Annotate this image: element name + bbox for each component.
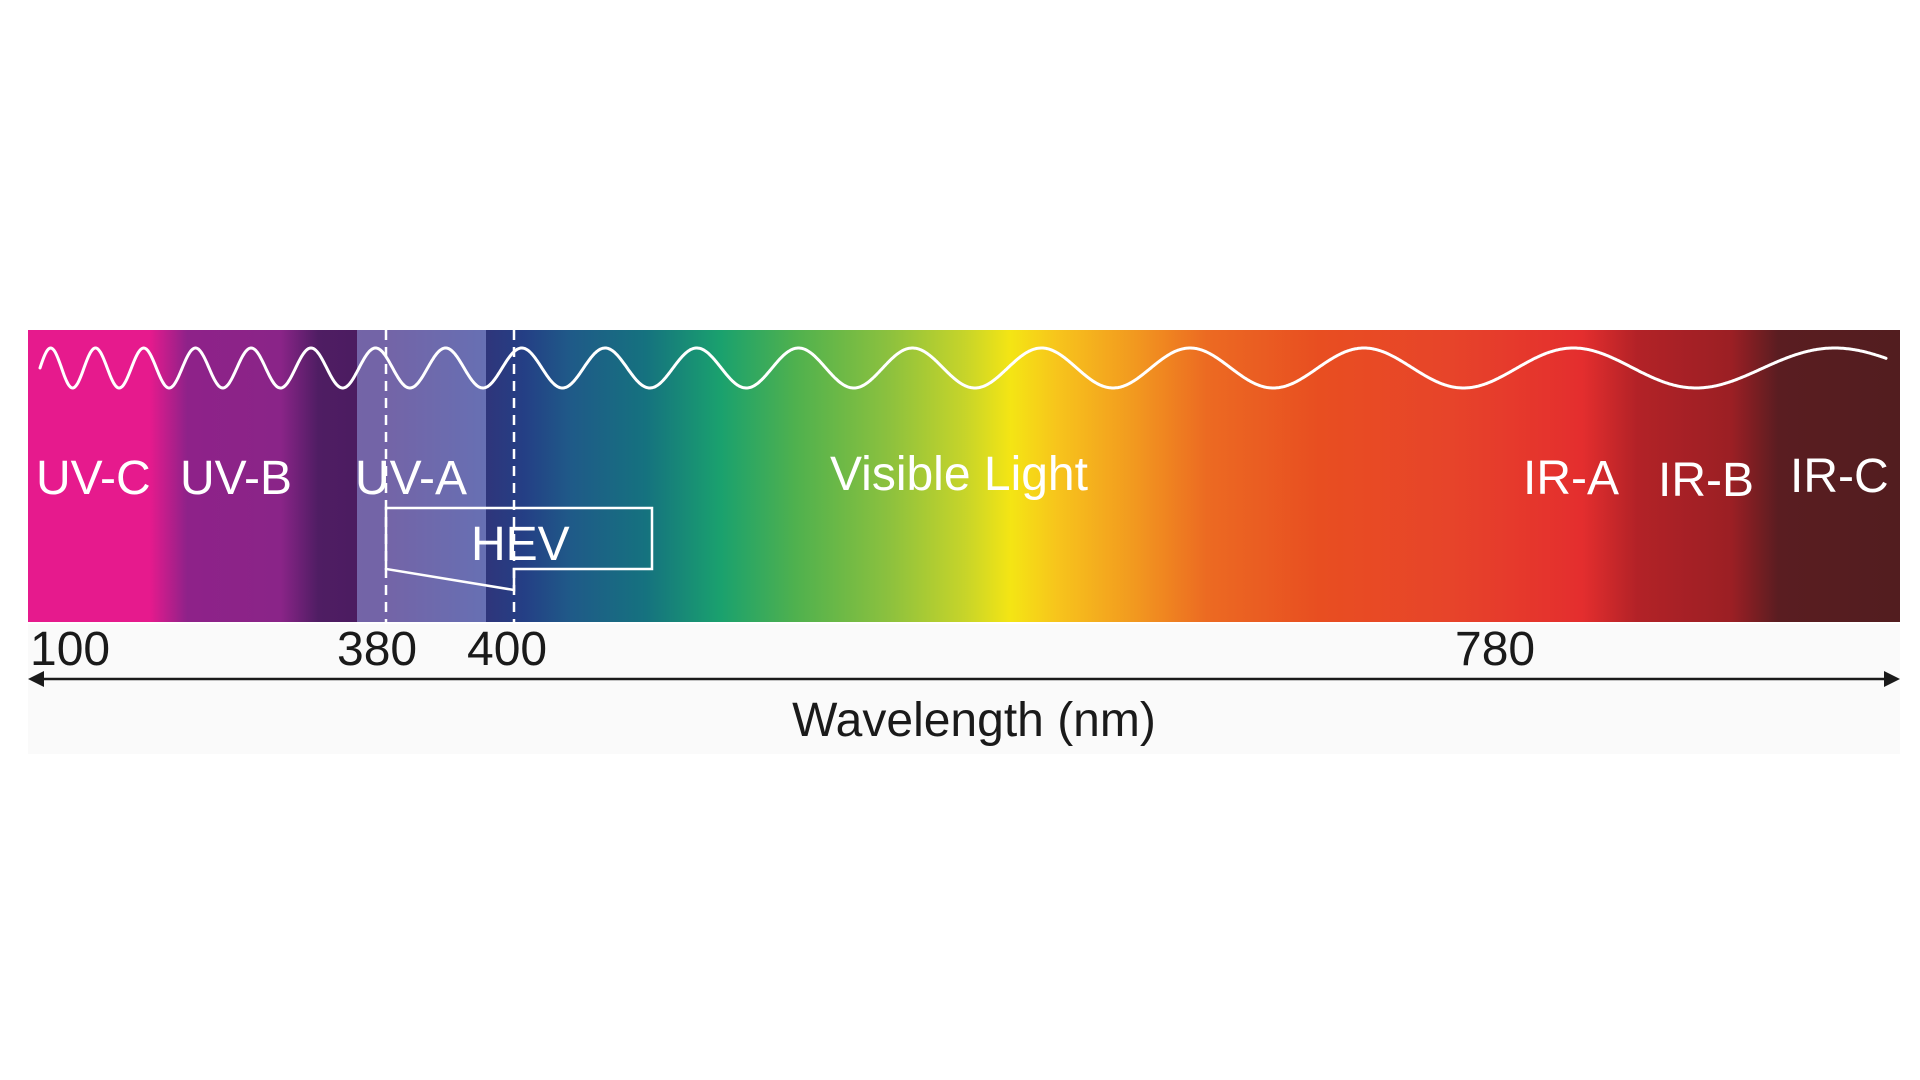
tick-label-400: 400 <box>467 623 548 676</box>
band-label-visible-light: Visible Light <box>830 448 1088 501</box>
tick-label-100: 100 <box>30 623 111 676</box>
band-label-ir-c: IR-C <box>1790 450 1889 503</box>
wavelength-wave-line <box>38 346 1888 390</box>
band-label-ir-b: IR-B <box>1658 454 1754 507</box>
spectrum-bar <box>28 330 1900 622</box>
band-label-uv-c: UV-C <box>36 452 151 505</box>
axis-right-arrowhead <box>1884 671 1900 687</box>
band-label-uv-a: UV-A <box>355 452 468 505</box>
hev-arrow-box <box>384 506 654 592</box>
tick-label-380: 380 <box>337 623 418 676</box>
tick-label-780: 780 <box>1455 623 1536 676</box>
axis-background <box>28 624 1900 754</box>
band-label-ir-a: IR-A <box>1523 452 1619 505</box>
hev-label: HEV <box>471 518 570 571</box>
axis-left-arrowhead <box>28 671 44 687</box>
axis-title: Wavelength (nm) <box>792 694 1156 747</box>
band-label-uv-b: UV-B <box>180 452 293 505</box>
